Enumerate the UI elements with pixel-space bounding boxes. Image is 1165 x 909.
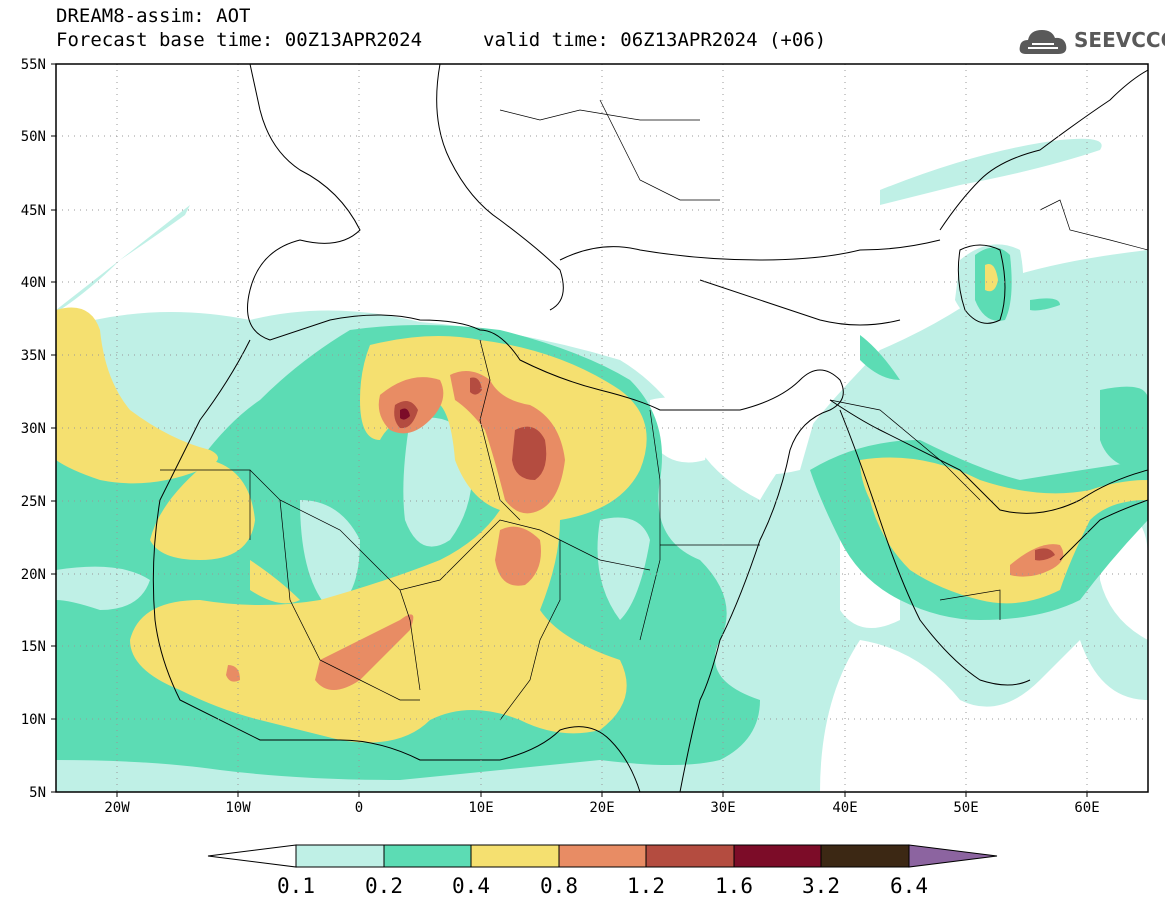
coastlines	[152, 64, 1148, 792]
colorbar-label: 1.2	[627, 874, 665, 898]
colorbar-label: 0.1	[277, 874, 315, 898]
lat-label: 25N	[21, 494, 46, 510]
lon-label: 60E	[1074, 800, 1099, 816]
lat-label: 5N	[29, 785, 46, 801]
colorbar-segment	[558, 844, 647, 868]
colorbar-segment	[820, 844, 910, 868]
product-title: DREAM8-assim: AOT	[56, 5, 251, 27]
country-borders	[160, 99, 1148, 721]
colorbar-label: 3.2	[802, 874, 840, 898]
aot-band-1.6	[400, 408, 410, 420]
colorbar-labels: 0.1 0.2 0.4 0.8 1.2 1.6 3.2 6.4	[277, 874, 928, 898]
latitude-labels: 55N 50N 45N 40N 35N 30N 25N 20N 15N 10N …	[21, 57, 46, 801]
lat-label: 55N	[21, 57, 46, 73]
lat-label: 35N	[21, 348, 46, 364]
lon-label: 20E	[589, 800, 614, 816]
valid-time: valid time: 06Z13APR2024 (+06)	[483, 29, 827, 51]
lat-label: 15N	[21, 639, 46, 655]
colorbar-label: 1.6	[715, 874, 753, 898]
colorbar-segment	[645, 844, 735, 868]
lat-label: 30N	[21, 421, 46, 437]
lat-label: 10N	[21, 712, 46, 728]
lat-label: 20N	[21, 567, 46, 583]
colorbar-arrow-low	[207, 844, 297, 868]
aot-field	[56, 64, 1148, 792]
lon-label: 40E	[832, 800, 857, 816]
lon-label: 0	[355, 800, 363, 816]
forecast-base-time: Forecast base time: 00Z13APR2024	[56, 29, 423, 51]
lon-label: 10W	[225, 800, 251, 816]
lon-label: 50E	[953, 800, 978, 816]
lon-label: 10E	[468, 800, 493, 816]
lat-label: 50N	[21, 129, 46, 145]
longitude-labels: 20W 10W 0 10E 20E 30E 40E 50E 60E	[104, 800, 1099, 816]
colorbar-label: 0.2	[365, 874, 403, 898]
axis-ticks	[51, 63, 1088, 797]
lon-label: 20W	[104, 800, 130, 816]
colorbar-segment	[383, 844, 472, 868]
lon-label: 30E	[710, 800, 735, 816]
lat-label: 45N	[21, 203, 46, 219]
colorbar-arrow-high	[908, 844, 998, 868]
colorbar-label: 0.8	[540, 874, 578, 898]
graticule	[56, 64, 1148, 792]
logo-text: SEEVCCC	[1074, 28, 1165, 52]
lat-label: 40N	[21, 275, 46, 291]
colorbar-segment	[470, 844, 560, 868]
seevccc-logo: SEEVCCC	[1018, 24, 1165, 58]
colorbar-label: 0.4	[452, 874, 490, 898]
colorbar	[207, 844, 998, 868]
colorbar-segment	[733, 844, 822, 868]
cloud-icon	[1019, 30, 1067, 54]
colorbar-label: 6.4	[890, 874, 928, 898]
colorbar-segment	[295, 844, 385, 868]
